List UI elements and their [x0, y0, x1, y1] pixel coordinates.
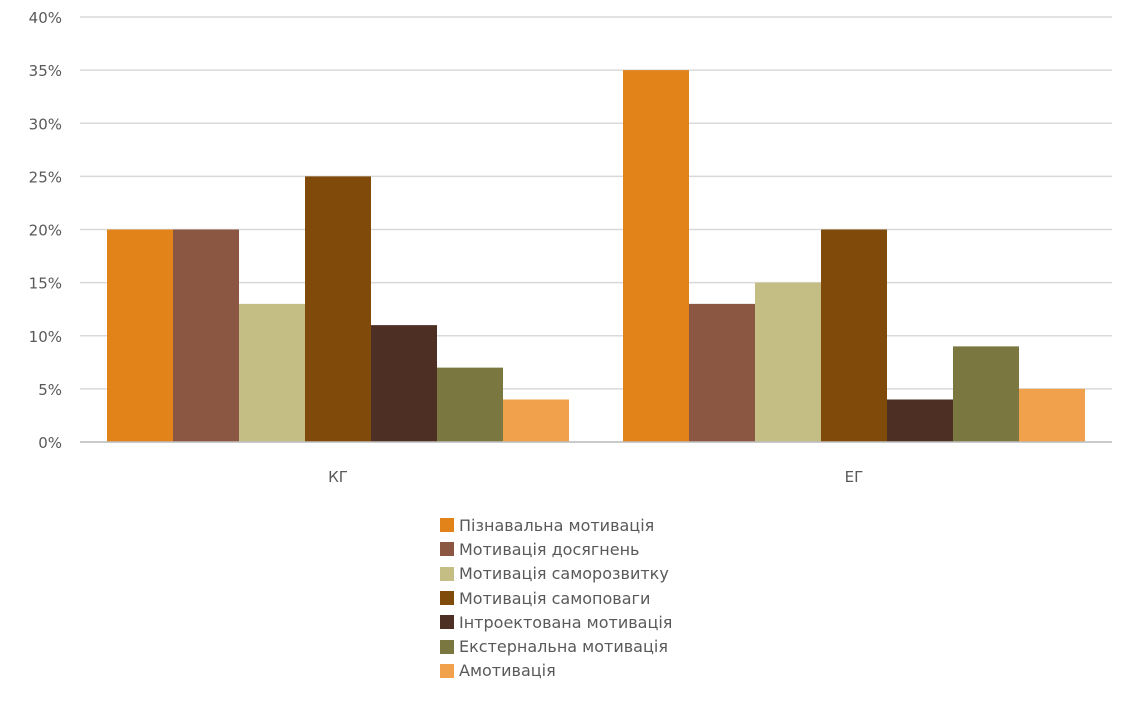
bar [623, 70, 689, 442]
y-tick-label: 0% [38, 434, 62, 452]
legend-label: Мотивація досягнень [459, 539, 640, 559]
legend-swatch [440, 566, 454, 581]
legend-item: Мотивація саморозвитку [440, 562, 840, 586]
bar [689, 303, 755, 442]
bar [371, 325, 437, 442]
bar [239, 303, 305, 442]
legend-label: Екстернальна мотивація [459, 637, 668, 657]
legend-label: Мотивація саморозвитку [459, 564, 669, 584]
legend-label: Мотивація самоповаги [459, 588, 651, 608]
bar-chart: 0% 5% 10% 15% 20% 25% 30% 35% 40% КГ ЕГ [29, 9, 1112, 486]
bar [173, 229, 239, 442]
bar [755, 282, 821, 442]
legend-item: Інтроектована мотивація [440, 610, 840, 634]
legend-label: Інтроектована мотивація [459, 612, 673, 632]
y-tick-label: 20% [29, 222, 62, 240]
y-tick-label: 30% [29, 115, 62, 133]
bars [107, 70, 1085, 442]
legend-item: Мотивація самоповаги [440, 586, 840, 610]
y-tick-label: 10% [29, 328, 62, 346]
y-tick-label: 25% [29, 168, 62, 186]
legend-swatch [440, 542, 454, 557]
x-category-label: КГ [328, 468, 348, 486]
y-tick-label: 40% [29, 9, 62, 27]
legend-item: Пізнавальна мотивація [440, 513, 840, 537]
bar [503, 399, 569, 442]
y-tick-label: 5% [38, 381, 62, 399]
legend-item: Амотивація [440, 659, 840, 683]
bar [107, 229, 173, 442]
legend-item: Мотивація досягнень [440, 537, 840, 561]
x-category-label: ЕГ [845, 468, 864, 486]
bar [887, 399, 953, 442]
bar [437, 367, 503, 442]
legend-label: Амотивація [459, 661, 556, 681]
x-axis-category-labels: КГ ЕГ [328, 468, 863, 486]
legend-swatch [440, 518, 454, 533]
y-axis-tick-labels: 0% 5% 10% 15% 20% 25% 30% 35% 40% [29, 9, 62, 452]
bar [821, 229, 887, 442]
legend-swatch [440, 639, 454, 654]
bar [953, 346, 1019, 442]
legend-swatch [440, 591, 454, 606]
legend-item: Екстернальна мотивація [440, 634, 840, 658]
y-tick-label: 35% [29, 62, 62, 80]
bar [305, 176, 371, 442]
y-tick-label: 15% [29, 275, 62, 293]
bar [1019, 388, 1085, 442]
legend: Пізнавальна мотивація Мотивація досягнень… [440, 513, 840, 683]
legend-swatch [440, 663, 454, 678]
legend-label: Пізнавальна мотивація [459, 515, 655, 535]
legend-swatch [440, 615, 454, 630]
